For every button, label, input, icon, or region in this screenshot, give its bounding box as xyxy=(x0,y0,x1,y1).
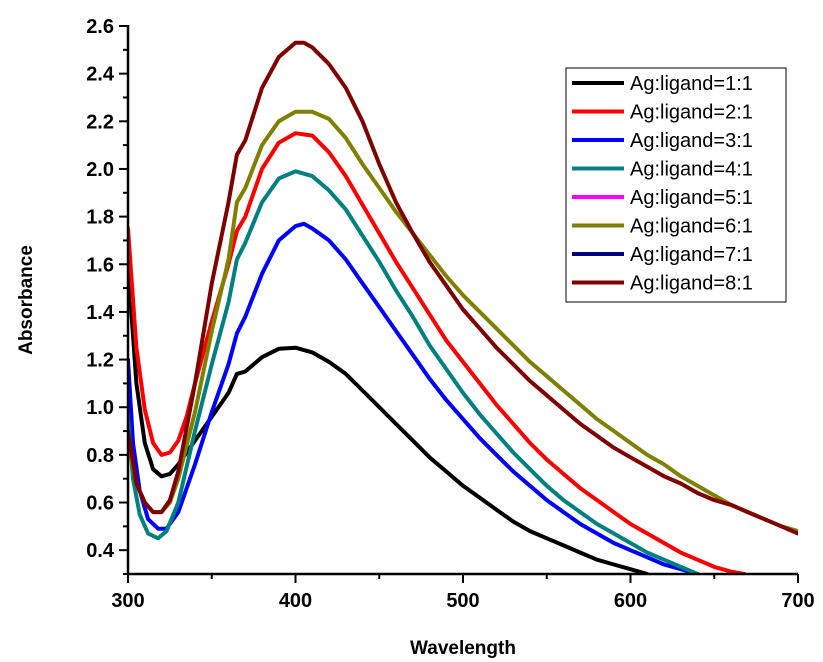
legend-label-6: Ag:ligand=6:1 xyxy=(630,216,753,238)
legend-label-4: Ag:ligand=4:1 xyxy=(630,159,753,181)
x-tick-label: 300 xyxy=(111,590,144,612)
y-tick-label: 0.8 xyxy=(86,445,114,467)
series-line-2 xyxy=(128,131,747,574)
x-tick-label: 700 xyxy=(781,590,814,612)
y-tick-label: 2.6 xyxy=(86,16,114,38)
y-tick-label: 2.4 xyxy=(86,64,115,86)
ticks-layer: 300 400 500 600 700 0.4 0.6 0.8 1.0 1.2 1.4 1.6 1.8 2… xyxy=(86,16,815,612)
legend-label-2: Ag:ligand=2:1 xyxy=(630,102,753,124)
series-layer xyxy=(128,40,798,574)
series-line-4 xyxy=(128,169,700,574)
legend-label-8: Ag:ligand=8:1 xyxy=(630,273,753,295)
legend-label-7: Ag:ligand=7:1 xyxy=(630,244,753,266)
series-line-3 xyxy=(128,221,700,574)
y-tick-label: 1.0 xyxy=(86,397,114,419)
series-line-1 xyxy=(128,262,650,574)
x-tick-label: 600 xyxy=(614,590,647,612)
y-tick-label: 1.4 xyxy=(86,302,115,324)
y-axis-title: Absorbance xyxy=(16,245,37,355)
series-line-6 xyxy=(128,109,798,534)
legend-label-5: Ag:ligand=5:1 xyxy=(630,187,753,209)
x-tick-label: 500 xyxy=(446,590,479,612)
legend-box xyxy=(565,67,787,303)
y-tick-label: 2.0 xyxy=(86,159,114,181)
x-tick-label: 400 xyxy=(279,590,312,612)
y-tick-label: 2.2 xyxy=(86,111,114,133)
legend: Ag:ligand=1:1 Ag:ligand=2:1 Ag:ligand=3:1 A… xyxy=(565,67,787,303)
x-axis-title: Wavelength xyxy=(410,638,516,659)
y-tick-label: 0.4 xyxy=(86,540,115,562)
legend-label-1: Ag:ligand=1:1 xyxy=(630,73,753,95)
y-tick-label: 1.6 xyxy=(86,254,114,276)
y-tick-label: 1.8 xyxy=(86,207,114,229)
y-tick-label: 0.6 xyxy=(86,493,114,515)
series-line-8 xyxy=(128,40,798,536)
legend-label-3: Ag:ligand=3:1 xyxy=(630,130,753,152)
y-tick-label: 1.2 xyxy=(86,350,114,372)
